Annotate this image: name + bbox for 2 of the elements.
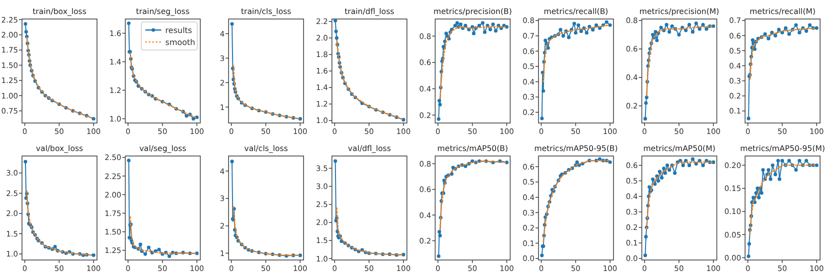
legend-label: results <box>165 26 192 35</box>
legend-label: smooth <box>165 38 196 47</box>
